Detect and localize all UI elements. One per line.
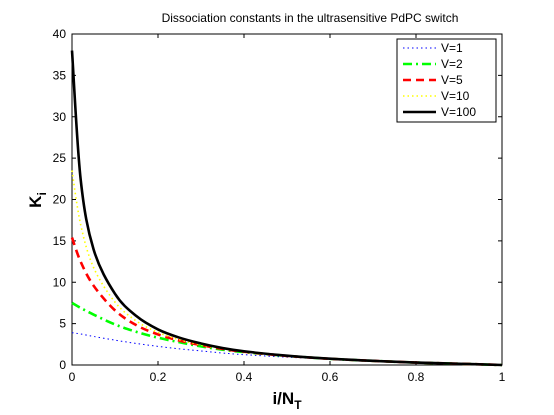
legend-entry: V=100 — [441, 105, 476, 119]
x-axis-label-subscript: T — [294, 398, 302, 412]
y-tick-label: 30 — [53, 110, 67, 124]
legend-entry: V=10 — [441, 89, 470, 103]
x-tick-label: 0.2 — [150, 370, 167, 384]
y-tick-label: 25 — [53, 151, 67, 165]
legend-entry: V=1 — [441, 41, 463, 55]
series-layer — [70, 50, 503, 367]
y-tick-label: 20 — [53, 193, 67, 207]
x-axis: 0 0.2 0.4 0.6 0.8 1 — [69, 34, 506, 384]
y-axis-label-main: K — [26, 195, 45, 208]
y-tick-label: 0 — [59, 358, 66, 372]
x-tick-label: 0.8 — [408, 370, 425, 384]
series-line-v-100 — [70, 50, 503, 367]
x-tick-label: 1 — [499, 370, 506, 384]
legend-box — [396, 38, 497, 123]
y-axis: 0 5 10 15 20 25 30 35 40 — [53, 27, 502, 372]
series-line-v-5 — [70, 237, 503, 367]
y-tick-label: 15 — [53, 234, 67, 248]
y-tick-label: 5 — [59, 317, 66, 331]
x-tick-label: 0.4 — [236, 370, 253, 384]
legend-entry: V=5 — [441, 73, 463, 87]
x-axis-label: i/NT — [272, 389, 302, 412]
legend: V=1 V=2 V=5 V=10 V=100 — [396, 38, 497, 123]
y-tick-label: 40 — [53, 27, 67, 41]
x-tick-label: 0 — [69, 370, 76, 384]
chart-title: Dissociation constants in the ultrasensi… — [162, 11, 459, 25]
legend-entry: V=2 — [441, 57, 463, 71]
y-tick-label: 35 — [53, 68, 67, 82]
y-axis-label: Ki — [26, 192, 49, 208]
x-tick-label: 0.6 — [322, 370, 339, 384]
x-axis-label-main: i/N — [272, 389, 294, 408]
y-axis-label-subscript: i — [35, 192, 49, 195]
y-tick-label: 10 — [53, 275, 67, 289]
